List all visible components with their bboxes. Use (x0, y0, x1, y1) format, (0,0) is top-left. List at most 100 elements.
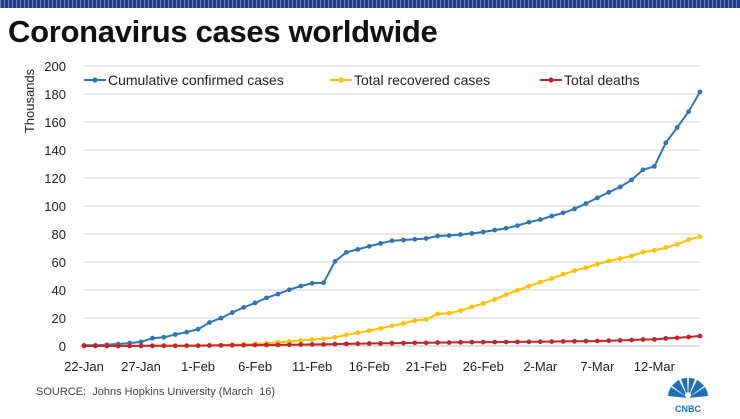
data-point (423, 340, 429, 346)
data-point (366, 243, 372, 249)
data-point (309, 337, 315, 342)
data-point (366, 328, 372, 334)
data-point (606, 338, 612, 344)
data-point (537, 217, 543, 222)
data-point (332, 334, 338, 340)
data-point (378, 240, 383, 246)
y-tick-label: 40 (52, 283, 66, 298)
data-point (503, 339, 509, 345)
x-tick-label: 12-Mar (634, 359, 676, 374)
data-point (651, 163, 657, 169)
series-lines (81, 89, 703, 349)
legend-marker (338, 77, 344, 83)
data-point (674, 125, 680, 130)
x-tick-label: 27-Jan (121, 359, 161, 374)
data-point (686, 109, 691, 115)
data-point (389, 323, 395, 329)
data-point (458, 339, 463, 345)
data-point (378, 325, 383, 331)
legend-item: Total deaths (540, 72, 640, 88)
y-axis-label: Thousands (22, 68, 37, 133)
data-point (629, 177, 634, 183)
y-tick-label: 100 (44, 199, 66, 214)
data-point (515, 339, 520, 345)
data-point (218, 315, 224, 321)
gridlines (84, 65, 700, 319)
data-point (435, 233, 441, 239)
y-tick-label: 180 (44, 87, 66, 102)
data-point (663, 336, 669, 341)
data-point (526, 339, 532, 345)
data-point (252, 300, 258, 306)
data-point (458, 232, 463, 237)
data-point (572, 268, 577, 274)
data-point (93, 343, 98, 349)
data-point (355, 341, 361, 347)
data-point (560, 339, 566, 344)
data-point (172, 332, 178, 337)
legend-item: Total recovered cases (330, 72, 490, 88)
data-point (435, 311, 441, 317)
data-point (423, 236, 429, 241)
axes: 0 20 40 60 80 100 120 140 160 180 200 22-Jan 27-Jan 1… (44, 59, 700, 374)
data-point (469, 339, 475, 345)
series-1 (81, 234, 703, 349)
legend-label: Total deaths (564, 72, 640, 88)
data-point (606, 189, 612, 195)
data-point (617, 184, 623, 190)
data-point (526, 219, 532, 225)
chart-title: Coronavirus cases worldwide (8, 14, 438, 49)
data-point (332, 341, 338, 347)
series-line (84, 235, 701, 347)
data-point (355, 330, 361, 336)
data-point (572, 206, 577, 212)
data-point (412, 318, 418, 323)
data-point (412, 340, 418, 346)
data-point (138, 343, 144, 349)
data-point (172, 343, 178, 349)
data-point (241, 304, 247, 310)
data-point (446, 340, 452, 345)
series-line (84, 91, 701, 347)
y-tick-label: 140 (44, 143, 66, 158)
data-point (492, 296, 498, 302)
header-stripe (0, 0, 740, 8)
data-point (651, 247, 657, 253)
data-point (503, 225, 509, 231)
data-point (150, 335, 155, 341)
data-point (526, 283, 532, 289)
data-point (594, 261, 600, 267)
legend-label: Total recovered cases (354, 72, 490, 88)
data-point (435, 340, 441, 345)
data-point (401, 237, 406, 243)
data-point (560, 271, 566, 277)
data-point (583, 201, 589, 206)
data-point (298, 338, 304, 343)
data-point (378, 340, 383, 346)
data-point (401, 321, 406, 326)
data-point (617, 338, 623, 343)
x-tick-label: 7-Mar (580, 359, 615, 374)
peacock-icon: CNBC (668, 378, 708, 414)
data-point (594, 195, 600, 201)
data-point (537, 339, 543, 345)
data-point (423, 317, 429, 322)
data-point (389, 340, 395, 346)
data-point (572, 338, 577, 344)
data-point (298, 342, 304, 347)
data-point (195, 326, 201, 332)
data-point (469, 304, 475, 310)
data-point (697, 89, 703, 95)
data-point (286, 342, 292, 348)
data-point (184, 343, 190, 349)
data-point (229, 342, 235, 348)
y-tick-label: 80 (52, 227, 66, 242)
data-point (309, 280, 315, 286)
data-point (321, 280, 326, 286)
data-point (127, 343, 133, 349)
legend-marker (548, 77, 554, 83)
data-point (583, 265, 589, 271)
cnbc-logo: CNBC (660, 374, 716, 414)
y-tick-label: 0 (59, 339, 66, 354)
y-tick-label: 120 (44, 171, 66, 186)
